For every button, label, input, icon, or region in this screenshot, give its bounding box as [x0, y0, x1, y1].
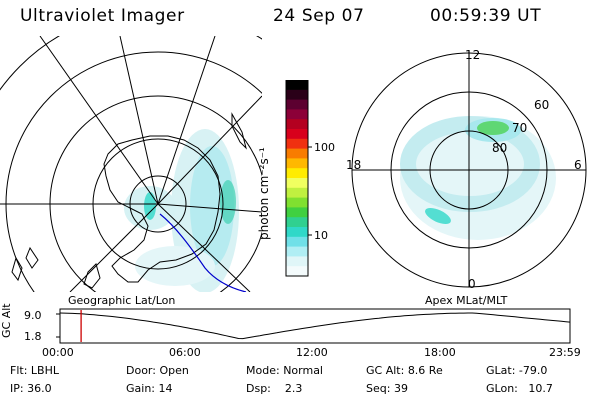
colorbar-band: [286, 207, 308, 218]
alt-ytick-high: 9.0: [24, 309, 42, 322]
mlt-label-0: 0: [468, 277, 476, 291]
time-tick-0000: 00:00: [42, 346, 74, 359]
colorbar-gradient: [286, 80, 308, 277]
right-plot-caption: Apex MLat/MLT: [425, 294, 508, 307]
colorbar-band: [286, 256, 308, 267]
colorbar-band: [286, 266, 308, 277]
instrument-title: Ultraviolet Imager: [20, 6, 185, 26]
date-label: 24 Sep 07: [273, 6, 365, 26]
alt-ylabel: GC Alt: [0, 303, 13, 338]
colorbar-tick-100: 100: [314, 141, 335, 154]
colorbar-band: [286, 99, 308, 110]
colorbar-band: [286, 158, 308, 169]
colorbar-unit-label: photon cm⁻²s⁻¹: [257, 147, 271, 240]
colorbar-band: [286, 197, 308, 208]
seq-status: Seq: 39: [366, 382, 408, 395]
mlat-label-70: 70: [512, 121, 528, 135]
colorbar-band: [286, 187, 308, 199]
colorbar-band: [286, 129, 308, 140]
ip-status: IP: 36.0: [10, 382, 52, 395]
intensity-colorbar: [285, 80, 312, 277]
aurora-emission-right: [400, 116, 556, 240]
altitude-timeline: [56, 308, 571, 344]
alt-ytick-low: 1.8: [24, 330, 42, 343]
mlat-label-60: 60: [534, 98, 550, 112]
altitude-curve: [59, 312, 571, 340]
colorbar-band: [286, 148, 308, 159]
colorbar-band: [286, 89, 308, 101]
apex-polar-plot: [351, 52, 587, 288]
time-tick-2359: 23:59: [549, 346, 581, 359]
mlt-label-18: 18: [346, 158, 362, 172]
time-tick-1200: 12:00: [296, 346, 328, 359]
colorbar-tick-10: 10: [314, 229, 328, 242]
colorbar-band: [286, 236, 308, 248]
mlat-label-80: 80: [492, 141, 508, 155]
mode-status: Mode: Normal: [246, 364, 323, 377]
time-label: 00:59:39 UT: [430, 6, 542, 26]
dsp-status: Dsp: 2.3: [246, 382, 303, 395]
gain-status: Gain: 14: [126, 382, 173, 395]
glon-status: GLon: 10.7: [486, 382, 553, 395]
mlt-label-6: 6: [574, 158, 582, 172]
flt-status: Flt: LBHL: [10, 364, 59, 377]
colorbar-band: [286, 138, 308, 150]
colorbar-band: [286, 168, 308, 179]
door-status: Door: Open: [126, 364, 189, 377]
mlt-label-12: 12: [465, 48, 481, 62]
geographic-map: [0, 36, 262, 292]
colorbar-band: [286, 227, 308, 238]
glat-status: GLat: -79.0: [486, 364, 548, 377]
colorbar-band: [286, 109, 308, 120]
time-tick-1800: 18:00: [424, 346, 456, 359]
left-map-caption: Geographic Lat/Lon: [68, 294, 176, 307]
colorbar-band: [286, 178, 308, 189]
gc-alt-status: GC Alt: 8.6 Re: [366, 364, 443, 377]
colorbar-band: [286, 217, 308, 228]
colorbar-band: [286, 119, 308, 130]
time-tick-0600: 06:00: [169, 346, 201, 359]
colorbar-band: [286, 246, 308, 257]
aurora-emission-left: [124, 129, 239, 292]
colorbar-band: [286, 80, 308, 91]
